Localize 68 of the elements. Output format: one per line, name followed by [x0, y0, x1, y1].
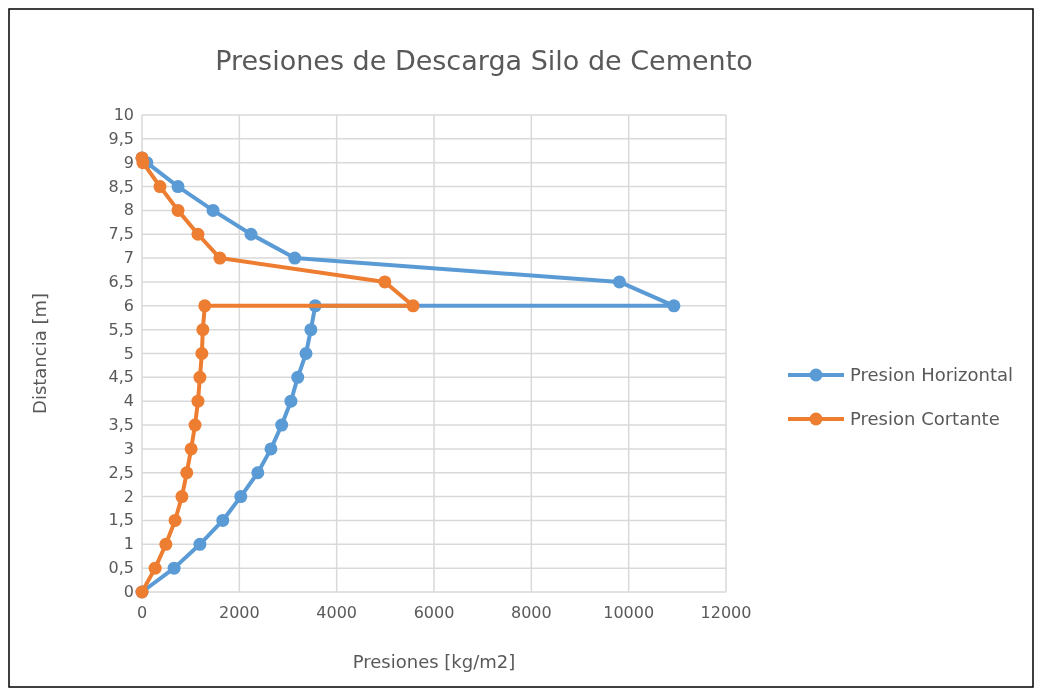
point	[216, 513, 230, 527]
point	[612, 275, 626, 289]
point	[206, 203, 220, 217]
y-tick-label: 9	[123, 152, 134, 172]
point	[291, 370, 305, 384]
x-tick-label: 8000	[510, 603, 552, 622]
y-tick-label: 7,5	[108, 224, 134, 244]
x-tick-label: 6000	[413, 603, 455, 622]
y-tick-label: 0,5	[108, 558, 134, 578]
chart-title: Presiones de Descarga Silo de Cemento	[215, 45, 753, 76]
point	[251, 466, 265, 480]
y-tick-label: 6,5	[108, 271, 134, 291]
point	[184, 442, 198, 456]
point	[175, 490, 189, 504]
point	[244, 227, 258, 241]
point	[304, 323, 318, 337]
y-tick-label: 4	[123, 391, 134, 411]
point	[171, 203, 185, 217]
y-tick-label: 5	[123, 343, 134, 363]
x-tick-label: 4000	[316, 603, 358, 622]
y-axis-title: Distancia [m]	[29, 293, 50, 414]
point	[167, 561, 181, 575]
y-tick-label: 8,5	[108, 176, 134, 196]
point	[193, 537, 207, 551]
point	[378, 275, 392, 289]
point	[148, 561, 162, 575]
point	[284, 394, 298, 408]
x-tick-label: 10000	[603, 603, 655, 622]
point	[171, 180, 185, 194]
y-tick-label: 3,5	[108, 415, 134, 435]
point	[264, 442, 278, 456]
y-tick-label: 9,5	[108, 128, 134, 148]
point	[191, 394, 205, 408]
y-tick-label: 0	[123, 582, 134, 601]
x-tick-label: 12000	[700, 603, 752, 622]
x-axis-title: Presiones [kg/m2]	[352, 651, 516, 672]
point	[193, 370, 207, 384]
point	[234, 490, 248, 504]
y-tick-label: 2,5	[108, 462, 134, 482]
y-tick-label: 7	[123, 248, 134, 268]
x-tick-label: 2000	[218, 603, 260, 622]
point	[168, 513, 182, 527]
point	[299, 347, 313, 360]
point	[213, 251, 227, 265]
point	[153, 180, 167, 194]
point	[195, 347, 209, 360]
point	[191, 227, 205, 241]
y-tick-label: 3	[123, 438, 134, 458]
y-tick-label: 2	[123, 486, 134, 506]
y-tick-label: 5,5	[108, 319, 134, 339]
point	[188, 418, 202, 432]
y-tick-label: 1	[123, 534, 134, 554]
point	[667, 299, 681, 313]
legend-label: Presion Horizontal	[850, 364, 1014, 385]
point	[196, 323, 210, 337]
y-tick-label: 4,5	[108, 367, 134, 387]
point	[406, 299, 420, 313]
y-tick-label: 8	[123, 200, 134, 220]
legend-label: Presion Cortante	[850, 408, 1000, 429]
point	[159, 537, 173, 551]
point	[288, 251, 302, 265]
y-tick-label: 6	[123, 295, 134, 315]
x-tick-label: 0	[136, 603, 148, 622]
point	[198, 299, 212, 313]
y-tick-label: 10	[113, 105, 134, 124]
point	[180, 466, 194, 480]
y-tick-label: 1,5	[108, 510, 134, 530]
point	[275, 418, 289, 432]
